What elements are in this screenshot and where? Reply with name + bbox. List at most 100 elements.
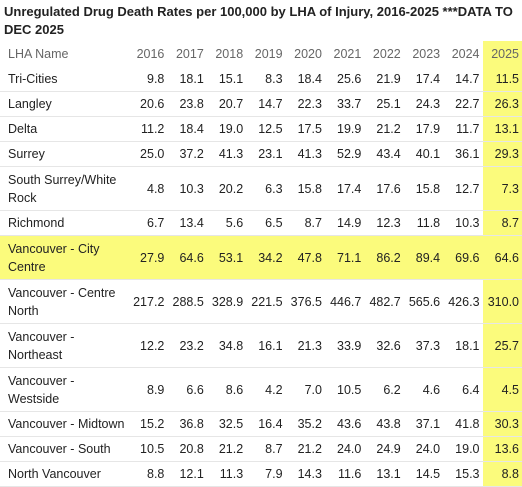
cell-name: Langley (0, 91, 128, 117)
cell-value: 12.7 (443, 166, 483, 211)
cell-value: 8.6 (206, 367, 247, 412)
cell-value: 13.1 (364, 461, 404, 487)
column-header: 2020 (294, 47, 322, 61)
cell-value: 12.5 (246, 116, 286, 142)
cell-value: 26.3 (482, 91, 522, 117)
cell-value: 37.2 (167, 141, 207, 167)
cell-value: 446.7 (324, 279, 365, 324)
cell-value: 4.5 (482, 367, 522, 412)
cell-value: 21.9 (364, 67, 404, 92)
column-header: 2016 (136, 47, 165, 61)
cell-value: 32.6 (364, 323, 404, 368)
cell-name: Vancouver - Northeast (0, 323, 128, 368)
cell-value: 22.7 (443, 91, 483, 117)
cell-name: Richmond (0, 210, 128, 236)
cell-value: 8.7 (482, 210, 522, 236)
cell-value: 37.1 (403, 411, 444, 437)
cell-value: 17.6 (364, 166, 404, 211)
cell-value: 18.4 (167, 116, 207, 142)
cell-value: 6.6 (167, 367, 207, 412)
cell-value: 4.2 (246, 367, 286, 412)
cell-value: 27.9 (128, 235, 168, 280)
cell-value: 40.1 (403, 141, 444, 167)
cell-value: 25.0 (128, 141, 168, 167)
column-header: 2018 (215, 47, 244, 61)
cell-value: 4.8 (128, 166, 168, 211)
cell-value: 15.8 (403, 166, 444, 211)
column-header: 2025 (482, 41, 522, 67)
cell-value: 23.1 (246, 141, 286, 167)
table-row: Richmond 6.7 13.4 5.6 6.5 8.7 14.9 12.3 11.8 10.3… (0, 210, 522, 236)
cell-value: 6.7 (128, 210, 168, 236)
column-header: 2024 (451, 47, 480, 61)
cell-value: 25.7 (482, 323, 522, 368)
cell-value: 29.3 (482, 141, 522, 167)
column-header: 2023 (412, 47, 441, 61)
cell-value: 89.4 (403, 235, 444, 280)
column-header: 2021 (333, 47, 362, 61)
cell-value: 11.3 (206, 461, 247, 487)
cell-value: 15.8 (285, 166, 325, 211)
cell-value: 221.5 (246, 279, 286, 324)
cell-value: 24.3 (403, 91, 444, 117)
cell-value: 14.3 (285, 461, 325, 487)
cell-value: 16.1 (246, 323, 286, 368)
title: Unregulated Drug Death Rates per 100,000… (4, 4, 513, 37)
cell-value: 8.8 (482, 461, 522, 487)
cell-value: 10.3 (443, 210, 483, 236)
table-row: Vancouver - Centre North 217.2 288.5 328.9 2… (0, 279, 522, 324)
cell-value: 86.2 (364, 235, 404, 280)
cell-value: 19.0 (206, 116, 247, 142)
cell-value: 6.5 (246, 210, 286, 236)
cell-value: 18.4 (285, 67, 325, 92)
cell-value: 13.1 (482, 116, 522, 142)
cell-value: 64.6 (482, 235, 522, 280)
cell-value: 24.0 (324, 436, 365, 462)
table-row: South Surrey/White Rock 4.8 10.3 20.2 6.3 15.… (0, 166, 522, 211)
cell-value: 41.8 (443, 411, 483, 437)
cell-name: Tri-Cities (0, 67, 128, 92)
table-row: Vancouver - City Centre 27.9 64.6 53.1 34.2 4… (0, 235, 522, 280)
cell-value: 15.1 (206, 67, 247, 92)
table-row: Vancouver - Westside 8.9 6.6 8.6 4.2 7.0 10.5 6… (0, 367, 522, 412)
cell-value: 14.9 (324, 210, 365, 236)
cell-name: Surrey (0, 141, 128, 167)
cell-value: 41.3 (285, 141, 325, 167)
cell-value: 5.6 (206, 210, 247, 236)
data-table: LHA Name 2016 2017 2018 2019 2020 2021 2022 2023… (0, 41, 522, 487)
cell-value: 14.5 (403, 461, 444, 487)
cell-value: 24.9 (364, 436, 404, 462)
cell-value: 24.0 (403, 436, 444, 462)
table-row: Surrey 25.0 37.2 41.3 23.1 41.3 52.9 43.4 40.1 36… (0, 141, 522, 167)
cell-value: 4.6 (403, 367, 444, 412)
table-row: Tri-Cities 9.8 18.1 15.1 8.3 18.4 25.6 21.9 17.4… (0, 67, 522, 92)
cell-value: 8.3 (246, 67, 286, 92)
cell-value: 10.5 (128, 436, 168, 462)
cell-value: 52.9 (324, 141, 365, 167)
cell-value: 7.3 (482, 166, 522, 211)
cell-value: 12.2 (128, 323, 168, 368)
cell-value: 11.6 (324, 461, 365, 487)
cell-value: 13.4 (167, 210, 207, 236)
cell-value: 23.2 (167, 323, 207, 368)
cell-value: 43.6 (324, 411, 365, 437)
table-row: Vancouver - Northeast 12.2 23.2 34.8 16.1 21.… (0, 323, 522, 368)
cell-value: 33.7 (324, 91, 365, 117)
cell-value: 37.3 (403, 323, 444, 368)
cell-value: 20.6 (128, 91, 168, 117)
cell-value: 13.6 (482, 436, 522, 462)
cell-value: 64.6 (167, 235, 207, 280)
cell-value: 6.2 (364, 367, 404, 412)
cell-value: 21.2 (206, 436, 247, 462)
cell-value: 10.3 (167, 166, 207, 211)
cell-name: Vancouver - Westside (0, 367, 128, 412)
cell-value: 7.9 (246, 461, 286, 487)
cell-value: 565.6 (403, 279, 444, 324)
cell-value: 43.8 (364, 411, 404, 437)
cell-value: 69.6 (443, 235, 483, 280)
cell-value: 16.4 (246, 411, 286, 437)
cell-value: 11.8 (403, 210, 444, 236)
cell-value: 71.1 (324, 235, 365, 280)
cell-value: 14.7 (443, 67, 483, 92)
column-header: 2019 (254, 47, 283, 61)
